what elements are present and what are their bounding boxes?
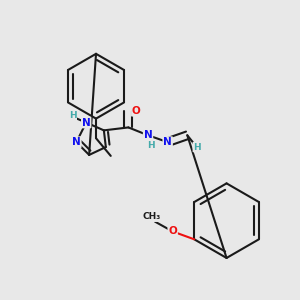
Text: H: H xyxy=(193,142,201,152)
Text: H: H xyxy=(69,111,76,120)
Text: N: N xyxy=(82,118,91,128)
Text: N: N xyxy=(163,137,172,147)
Text: CH₃: CH₃ xyxy=(143,212,161,221)
Text: N: N xyxy=(72,137,81,147)
Text: N: N xyxy=(144,130,152,140)
Text: O: O xyxy=(168,226,177,236)
Text: H: H xyxy=(147,141,155,150)
Text: O: O xyxy=(132,106,141,116)
